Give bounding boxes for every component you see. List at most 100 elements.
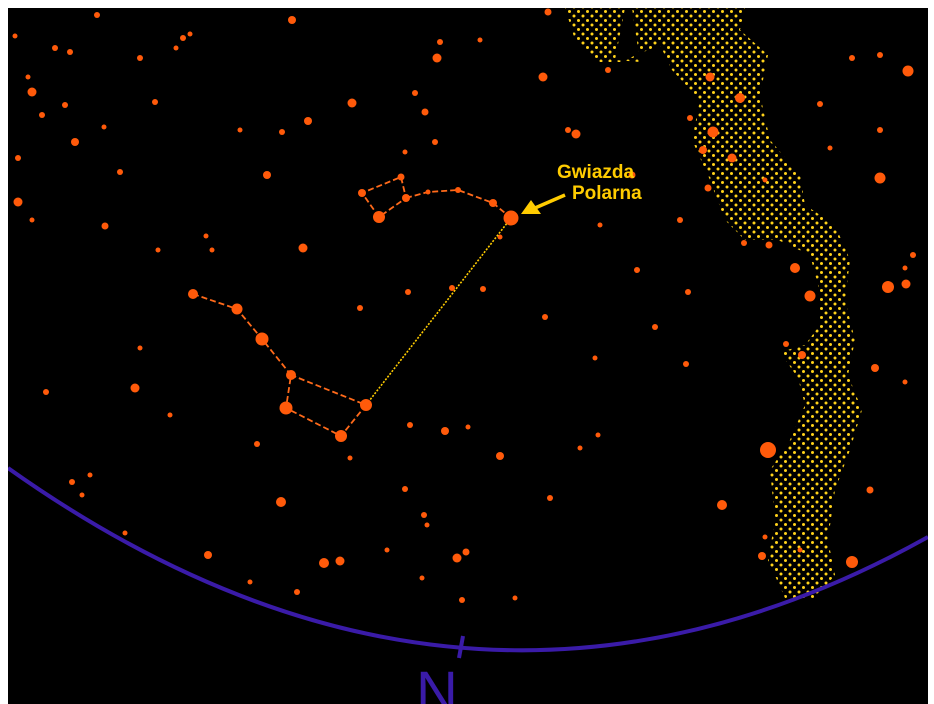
- star: [173, 45, 179, 51]
- star: [652, 324, 658, 330]
- star: [798, 351, 806, 359]
- star: [137, 55, 143, 61]
- star: [294, 589, 300, 595]
- star: [79, 492, 85, 498]
- star: [605, 67, 611, 73]
- star: [101, 124, 107, 130]
- star: [910, 252, 916, 258]
- star: [804, 290, 816, 302]
- star: [254, 441, 260, 447]
- polaris-star: [503, 210, 519, 226]
- little-dipper-star: [489, 199, 497, 207]
- star: [288, 16, 296, 24]
- little-dipper-lines: [360, 175, 512, 219]
- big-dipper-star: [335, 430, 347, 442]
- little-dipper-stars: [358, 173, 497, 223]
- star: [877, 52, 883, 58]
- star: [298, 243, 308, 253]
- star: [203, 233, 209, 239]
- star: [846, 556, 858, 568]
- star: [449, 285, 455, 291]
- star: [547, 495, 553, 501]
- little-dipper-star: [397, 173, 405, 181]
- star: [27, 87, 37, 97]
- star: [592, 355, 598, 361]
- star: [432, 53, 442, 63]
- star: [424, 522, 430, 528]
- star: [827, 145, 833, 151]
- star: [441, 427, 449, 435]
- star: [384, 547, 390, 553]
- star: [765, 241, 773, 249]
- star: [705, 72, 715, 82]
- star: [52, 45, 58, 51]
- star: [279, 129, 285, 135]
- star: [704, 184, 712, 192]
- star: [130, 383, 140, 393]
- star: [758, 552, 766, 560]
- star: [790, 263, 800, 273]
- star: [247, 579, 253, 585]
- star: [412, 90, 418, 96]
- star: [15, 155, 21, 161]
- big-dipper-stars: [188, 289, 372, 442]
- star: [437, 39, 443, 45]
- star: [347, 98, 357, 108]
- star: [67, 49, 73, 55]
- star: [405, 289, 411, 295]
- star: [797, 547, 803, 553]
- star: [882, 281, 894, 293]
- star: [187, 31, 193, 37]
- star: [871, 364, 879, 372]
- star: [628, 171, 636, 179]
- star: [407, 422, 413, 428]
- star: [29, 217, 35, 223]
- star: [577, 445, 583, 451]
- star: [276, 497, 286, 507]
- big-dipper-star: [360, 399, 372, 411]
- star: [62, 102, 68, 108]
- star: [683, 361, 689, 367]
- little-dipper-star: [358, 189, 366, 197]
- little-dipper-star: [402, 194, 410, 202]
- big-dipper-star: [231, 303, 243, 315]
- star: [347, 455, 353, 461]
- star: [496, 452, 504, 460]
- star: [877, 127, 883, 133]
- star: [155, 247, 161, 253]
- star: [760, 442, 776, 458]
- star: [571, 129, 581, 139]
- star: [421, 512, 427, 518]
- star: [687, 115, 693, 121]
- star: [459, 597, 465, 603]
- star: [595, 432, 601, 438]
- north-tick: [457, 635, 465, 659]
- star: [497, 234, 503, 240]
- star: [167, 412, 173, 418]
- star: [13, 197, 23, 207]
- star: [87, 472, 93, 478]
- big-dipper-star: [279, 401, 293, 415]
- north-direction-label: N: [416, 660, 458, 704]
- pointer-line: [365, 217, 512, 406]
- star: [741, 240, 747, 246]
- little-dipper-star: [455, 187, 461, 193]
- star: [866, 486, 874, 494]
- star: [817, 101, 823, 107]
- star: [39, 112, 45, 118]
- star: [402, 486, 408, 492]
- polaris-label-line1: Gwiazda: [557, 162, 635, 183]
- star: [180, 35, 186, 41]
- star: [542, 314, 548, 320]
- star: [685, 289, 691, 295]
- big-dipper-lines: [192, 293, 368, 438]
- star: [432, 139, 438, 145]
- horizon-line: [8, 466, 928, 653]
- polaris-label-line2: Polarna: [572, 183, 642, 204]
- star: [735, 93, 745, 103]
- arrow-icon: [521, 193, 566, 214]
- big-dipper-star: [255, 332, 269, 346]
- star: [677, 217, 683, 223]
- star: [421, 108, 429, 116]
